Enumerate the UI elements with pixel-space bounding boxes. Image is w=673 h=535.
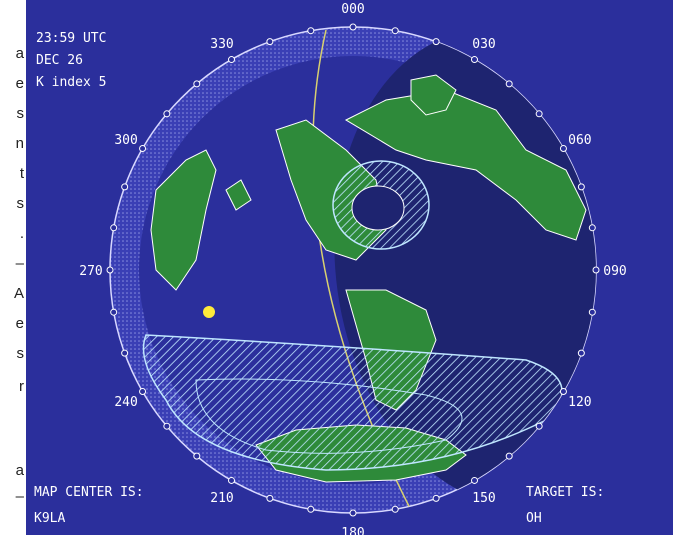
side-text-fragment: t bbox=[19, 165, 24, 182]
bearing-tick-circle bbox=[228, 56, 235, 64]
bearing-tick-circle bbox=[266, 494, 274, 502]
bearing-tick-circle bbox=[432, 494, 440, 502]
bearing-tick-circle bbox=[588, 308, 596, 316]
bearing-tick-circle bbox=[391, 505, 399, 513]
k-index-label: K index 5 bbox=[36, 75, 106, 90]
bearing-tick-circle bbox=[577, 183, 585, 191]
date-label: DEC 26 bbox=[36, 53, 83, 68]
bearing-tick-circle bbox=[121, 183, 129, 191]
bearing-tick-circle bbox=[505, 80, 513, 88]
bearing-tick-circle bbox=[505, 452, 513, 460]
side-text-fragment: e bbox=[15, 315, 24, 332]
bearing-tick-circle bbox=[266, 38, 274, 46]
side-text-fragment: a bbox=[15, 462, 24, 479]
bearing-tick-circle bbox=[592, 266, 600, 274]
target-value: OH bbox=[526, 511, 542, 526]
bearing-tick-circle bbox=[139, 145, 147, 152]
azimuthal-map-panel[interactable]: 000 030 060 090 120 150 180 210 240 270 300 330 23:… bbox=[26, 0, 673, 535]
bearing-label-270: 270 bbox=[79, 264, 102, 279]
bearing-label-300: 300 bbox=[114, 133, 137, 148]
bearing-tick-circle bbox=[163, 422, 171, 430]
bearing-ticks bbox=[106, 23, 600, 517]
bearing-label-120: 120 bbox=[568, 395, 591, 410]
bearing-tick-circle bbox=[577, 349, 585, 357]
bearing-tick-circle bbox=[559, 388, 567, 395]
bearing-tick-circle bbox=[121, 349, 129, 357]
side-text-fragment: a bbox=[15, 45, 24, 62]
south-auroral-oval bbox=[142, 334, 563, 471]
bearing-tick-circle bbox=[110, 224, 118, 232]
bearing-label-060: 060 bbox=[568, 133, 591, 148]
bearing-label-330: 330 bbox=[210, 37, 233, 52]
bearing-tick-circle bbox=[163, 110, 171, 118]
side-text-fragment: – bbox=[15, 255, 24, 272]
sun-icon bbox=[203, 306, 215, 318]
bearing-tick-circle bbox=[193, 80, 201, 88]
north-polar-cap bbox=[351, 185, 405, 231]
bearing-tick-circle bbox=[471, 56, 478, 64]
bearing-tick-circle bbox=[139, 388, 147, 395]
side-text-fragment: s bbox=[16, 105, 25, 122]
side-text-fragment: . bbox=[19, 225, 24, 242]
bearing-labels: 000 030 060 090 120 150 180 210 240 270 300 330 bbox=[79, 2, 626, 535]
bearing-tick-circle bbox=[349, 23, 357, 31]
side-text-fragment: A bbox=[13, 285, 24, 302]
landmass-australia bbox=[150, 149, 217, 291]
side-text-fragment: s bbox=[16, 195, 25, 212]
bearing-tick-circle bbox=[471, 476, 478, 484]
bearing-tick-circle bbox=[193, 452, 201, 460]
bearing-tick-circle bbox=[106, 266, 114, 274]
target-label: TARGET IS: bbox=[526, 485, 604, 500]
landmass-greenland bbox=[410, 74, 457, 116]
side-text-fragment: s bbox=[16, 345, 25, 362]
bearing-label-180: 180 bbox=[341, 526, 364, 535]
bearing-tick-circle bbox=[391, 27, 399, 35]
bearing-tick-circle bbox=[432, 38, 440, 46]
bearing-tick-circle bbox=[588, 224, 596, 232]
bearing-label-090: 090 bbox=[603, 264, 626, 279]
bearing-tick-circle bbox=[228, 476, 235, 484]
bearing-label-210: 210 bbox=[210, 491, 233, 506]
side-text-fragment: – bbox=[15, 488, 24, 505]
bearing-label-030: 030 bbox=[472, 37, 495, 52]
map-center-label: MAP CENTER IS: bbox=[34, 485, 144, 500]
utc-time: 23:59 UTC bbox=[36, 31, 106, 46]
bearing-tick-circle bbox=[559, 145, 567, 152]
bearing-label-240: 240 bbox=[114, 395, 137, 410]
south-auroral-inner bbox=[195, 378, 463, 454]
side-text-fragment: n bbox=[15, 135, 24, 152]
bearing-tick-circle bbox=[535, 422, 543, 430]
side-text-fragment: e bbox=[15, 75, 24, 92]
bearing-tick-circle bbox=[307, 505, 315, 513]
bearing-tick-circle bbox=[307, 27, 315, 35]
bearing-label-150: 150 bbox=[472, 491, 495, 506]
side-text-fragment: r bbox=[19, 378, 24, 395]
bearing-tick-circle bbox=[535, 110, 543, 118]
bearing-tick-circle bbox=[349, 509, 357, 517]
landmass-indonesia bbox=[225, 179, 252, 211]
map-center-value: K9LA bbox=[34, 511, 65, 526]
bearing-label-000: 000 bbox=[341, 2, 364, 17]
bearing-tick-circle bbox=[110, 308, 118, 316]
